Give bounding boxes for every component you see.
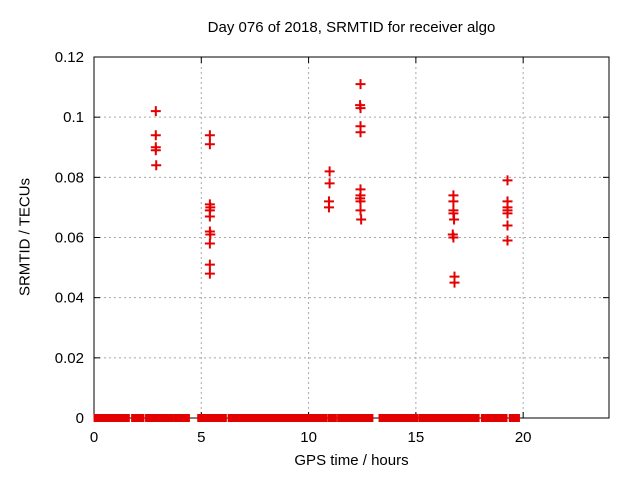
y-tick-label: 0.08 <box>55 169 84 186</box>
data-point-marker <box>324 178 335 189</box>
data-point-marker <box>502 175 513 186</box>
y-tick-label: 0.1 <box>63 109 84 126</box>
data-point-marker <box>355 103 366 114</box>
zero-line-segment <box>378 414 386 422</box>
data-point-marker <box>150 145 161 156</box>
zero-line-segment <box>358 414 374 422</box>
data-point-marker <box>449 214 460 225</box>
x-tick-label: 10 <box>300 429 317 446</box>
data-point-marker <box>323 202 334 213</box>
zero-line-segment <box>173 414 190 422</box>
zero-line-segment <box>160 414 174 422</box>
data-point-marker <box>448 196 459 207</box>
zero-line-segment <box>391 414 396 422</box>
data-point-marker <box>204 130 215 141</box>
y-tick-label: 0.04 <box>55 290 84 307</box>
data-point-marker <box>355 127 366 138</box>
grid-lines <box>94 57 609 418</box>
zero-line-segment <box>383 414 391 422</box>
data-point-marker <box>355 205 366 216</box>
zero-line-segment <box>93 414 130 422</box>
zero-line-segment <box>418 414 455 422</box>
y-tick-label: 0.02 <box>55 350 84 367</box>
data-point-marker <box>356 214 367 225</box>
data-point-marker <box>151 160 162 171</box>
y-tick-label: 0 <box>76 410 84 427</box>
y-tick-label: 0.06 <box>55 230 84 247</box>
zero-line-segment <box>508 414 520 422</box>
zero-line-segment <box>197 414 210 422</box>
zero-line-segment <box>131 414 145 422</box>
data-point-marker <box>205 229 216 240</box>
x-tick-label: 20 <box>515 429 532 446</box>
zero-line-segment <box>395 414 419 422</box>
data-point-marker <box>355 196 366 207</box>
zero-line-segment <box>209 414 227 422</box>
data-point-marker <box>502 235 513 246</box>
data-point-marker <box>449 277 460 288</box>
x-axis-label: GPS time / hours <box>294 452 409 469</box>
zero-line-segment <box>388 414 394 422</box>
zero-line-segment <box>327 414 337 422</box>
data-point-marker <box>355 79 366 90</box>
x-tick-label: 15 <box>408 429 425 446</box>
data-point-marker <box>204 259 215 270</box>
data-point-marker <box>150 106 161 117</box>
zero-line-segment <box>145 414 161 422</box>
scatter-points <box>150 79 513 288</box>
data-point-marker <box>324 166 335 177</box>
data-point-marker <box>150 130 161 141</box>
x-tick-labels: 0 5 10 15 20 <box>90 429 532 446</box>
x-tick-label: 0 <box>90 429 98 446</box>
data-point-marker <box>448 232 459 243</box>
y-tick-labels: 0 0.02 0.04 0.06 0.08 0.1 0.12 <box>55 49 84 427</box>
axis-border <box>93 56 610 419</box>
zero-line-segment <box>454 414 480 422</box>
x-tick-label: 5 <box>197 429 205 446</box>
chart-title: Day 076 of 2018, SRMTID for receiver alg… <box>207 19 496 36</box>
data-point-marker <box>204 139 215 150</box>
zero-line-segment <box>337 414 361 422</box>
zero-line-band <box>93 414 520 422</box>
data-point-marker <box>204 211 215 222</box>
data-point-marker <box>502 220 513 231</box>
data-point-marker <box>502 208 513 219</box>
y-tick-label: 0.12 <box>55 49 84 66</box>
data-point-marker <box>204 268 215 279</box>
zero-line-segment <box>227 414 328 422</box>
zero-line-segment <box>480 414 508 422</box>
data-point-marker <box>204 238 215 249</box>
